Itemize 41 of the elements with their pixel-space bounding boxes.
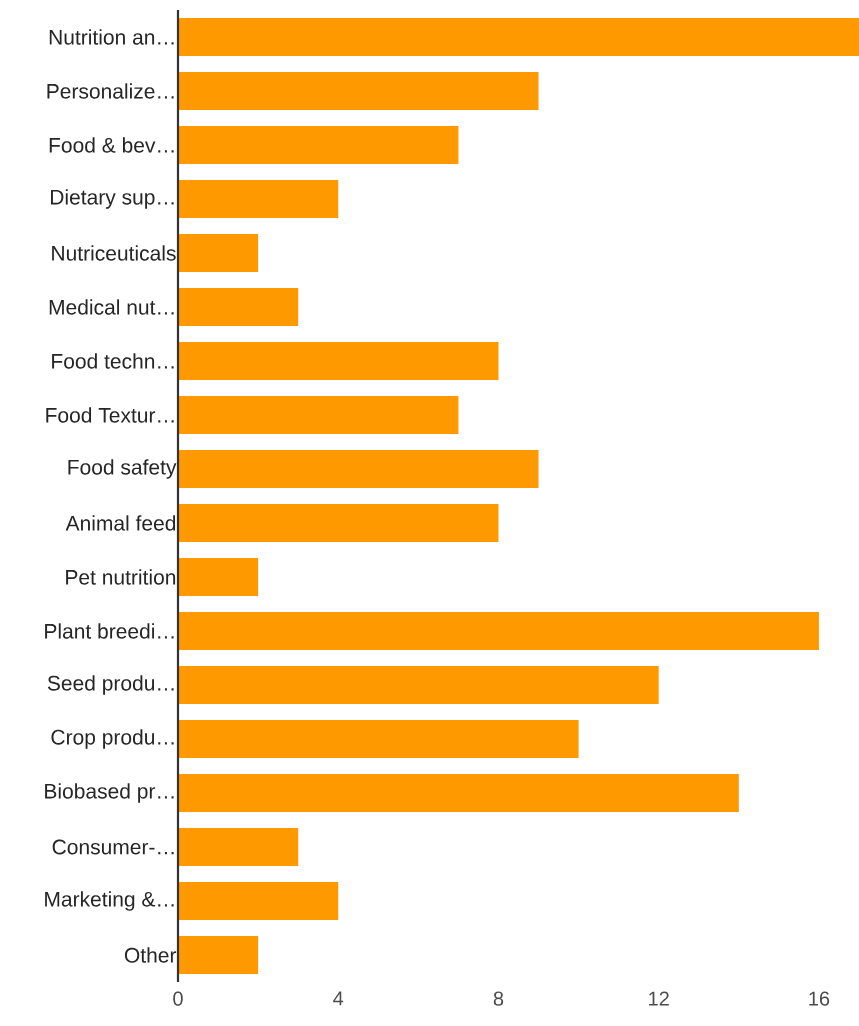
bar <box>178 342 499 380</box>
y-tick-label: Biobased pr… <box>45 783 174 803</box>
y-tick-label: Nutriceuticals <box>52 245 176 261</box>
bar <box>178 774 739 812</box>
y-tick-label: Food & bev… <box>49 137 174 153</box>
x-tick-label: 12 <box>649 991 669 1006</box>
bar <box>178 234 259 272</box>
y-tick-label: Animal feed <box>65 515 176 531</box>
y-tick-label: Marketing &… <box>45 891 174 911</box>
y-tick-label: Seed produ… <box>47 675 174 695</box>
y-tick-label: Consumer-… <box>52 839 174 855</box>
y-tick-label: Nutrition an… <box>49 29 174 45</box>
y-tick-label: Crop produ… <box>51 729 174 749</box>
bar <box>178 72 539 110</box>
bar <box>178 936 259 974</box>
y-tick-label: Food safety <box>68 459 177 479</box>
bar <box>178 180 339 218</box>
bar <box>178 504 499 542</box>
bar <box>178 558 259 596</box>
y-tick-label: Other <box>124 947 177 963</box>
bar <box>178 396 459 434</box>
bar <box>178 882 339 920</box>
y-tick-label: Dietary sup… <box>50 189 174 209</box>
x-tick-label: 16 <box>809 991 830 1006</box>
bar <box>178 18 859 56</box>
x-tick-label: 8 <box>493 991 504 1006</box>
y-tick-label: Plant breedi… <box>45 623 174 639</box>
x-tick-label: 0 <box>173 991 183 1006</box>
y-tick-label: Personalize… <box>47 83 174 99</box>
y-tick-label: Medical nut… <box>49 299 174 315</box>
bar <box>178 828 299 866</box>
x-tick-label: 4 <box>333 991 344 1006</box>
bar <box>178 450 539 488</box>
y-tick-label: Food Textur… <box>46 407 174 423</box>
bar <box>178 612 819 650</box>
bar <box>178 720 579 758</box>
y-tick-label: Food techn… <box>52 353 174 369</box>
y-tick-label: Pet nutrition <box>66 569 176 585</box>
bar <box>178 126 459 164</box>
bar <box>178 288 299 326</box>
bar <box>178 666 659 704</box>
